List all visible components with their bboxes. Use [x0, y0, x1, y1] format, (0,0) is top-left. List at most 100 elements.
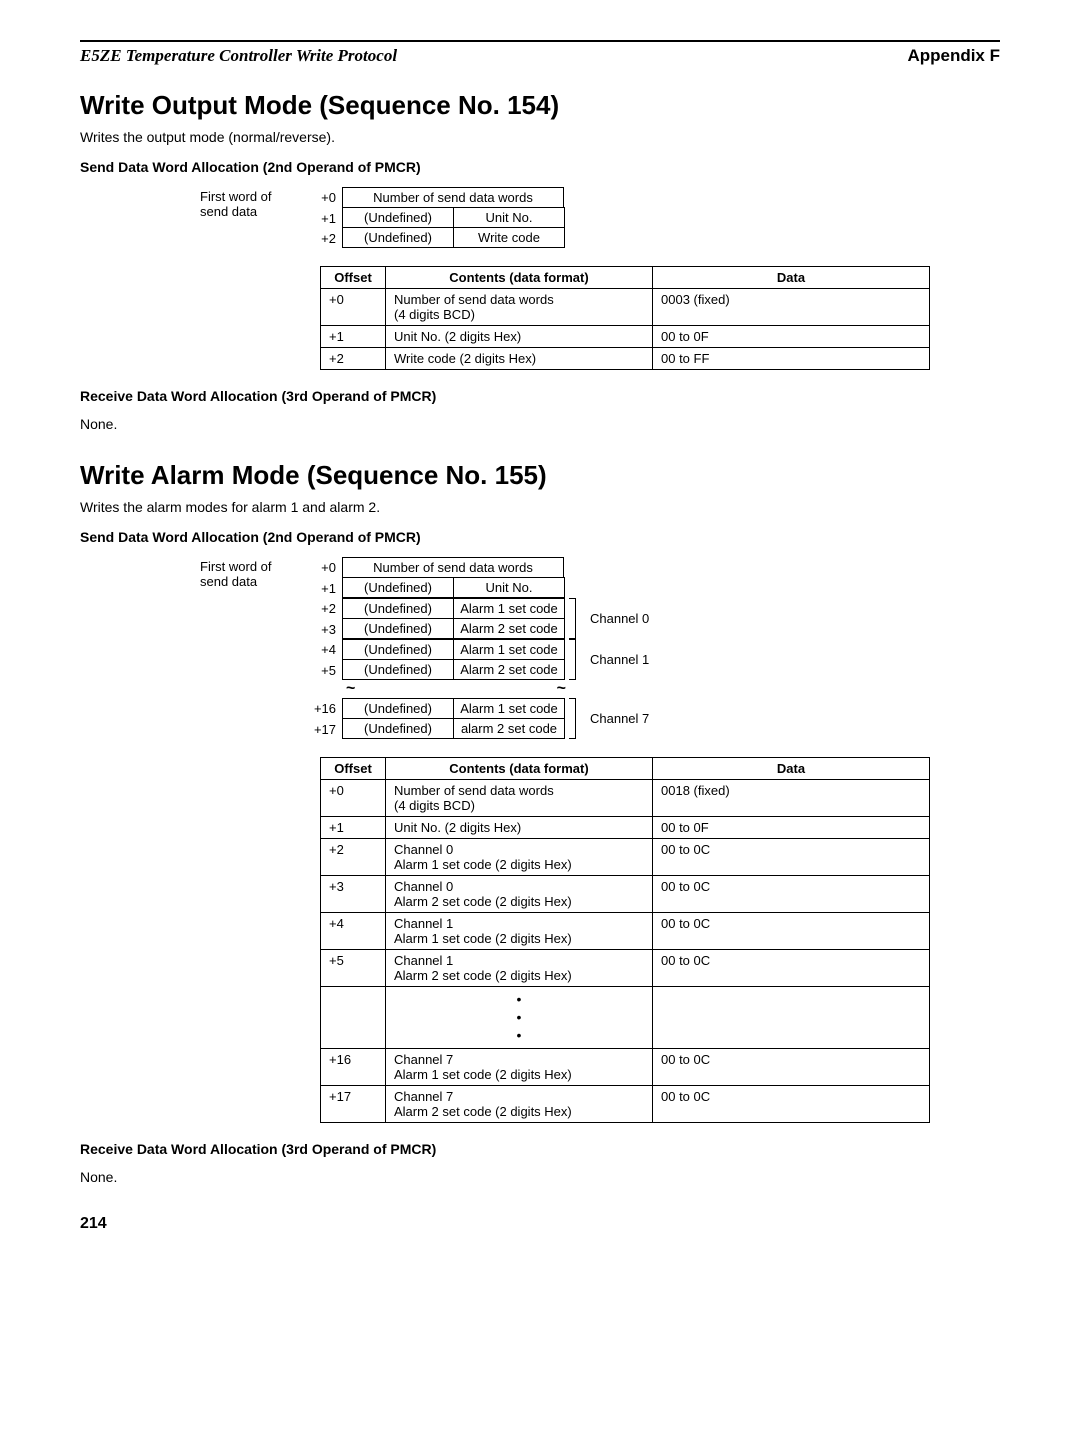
layout-row: +0 Number of send data words [300, 557, 649, 578]
offset-cell: +2 [300, 231, 342, 246]
word-cell: (Undefined) [342, 718, 454, 739]
offset-cell: +5 [300, 663, 342, 678]
layout-row: +5 (Undefined) Alarm 2 set code [300, 660, 565, 680]
cell-data: 00 to 0C [653, 876, 930, 913]
word-cell: Alarm 1 set code [453, 598, 565, 619]
offset-cell: +0 [300, 190, 342, 205]
tilde-icon: ~ [557, 680, 566, 698]
cell-offset: +2 [321, 348, 386, 370]
cell-offset: +1 [321, 326, 386, 348]
offset-cell: +1 [300, 581, 342, 596]
layout-row: +1 (Undefined) Unit No. [300, 578, 649, 598]
page-number: 214 [80, 1215, 1000, 1233]
word-cell: (Undefined) [342, 618, 454, 639]
section1-title: Write Output Mode (Sequence No. 154) [80, 90, 1000, 121]
table-row: +2Write code (2 digits Hex)00 to FF [321, 348, 930, 370]
layout-row: +0 Number of send data words [300, 187, 565, 208]
layout-row: +2 (Undefined) Alarm 1 set code [300, 598, 565, 619]
cell-data: 00 to FF [653, 348, 930, 370]
table-row: +17Channel 7 Alarm 2 set code (2 digits … [321, 1085, 930, 1122]
word-cell: (Undefined) [342, 639, 454, 660]
cell-data: 00 to 0C [653, 1048, 930, 1085]
layout-leftlabel: First word of send data [200, 557, 300, 589]
section1-data-table: Offset Contents (data format) Data +0Num… [320, 266, 930, 370]
leftlabel-l2: send data [200, 574, 257, 589]
table-row: +2Channel 0 Alarm 1 set code (2 digits H… [321, 839, 930, 876]
layout-row: +1 (Undefined) Unit No. [300, 208, 565, 228]
section2-recv-head: Receive Data Word Allocation (3rd Operan… [80, 1141, 1000, 1157]
table-row: +3Channel 0 Alarm 2 set code (2 digits H… [321, 876, 930, 913]
section1-word-layout: First word of send data +0 Number of sen… [200, 187, 1000, 248]
offset-cell: +0 [300, 560, 342, 575]
word-cell: (Undefined) [342, 698, 454, 719]
cell-data: 00 to 0F [653, 817, 930, 839]
word-cell: (Undefined) [342, 577, 454, 598]
th-offset: Offset [321, 758, 386, 780]
cell-contents: Channel 1 Alarm 2 set code (2 digits Hex… [386, 950, 653, 987]
table-row: +1Unit No. (2 digits Hex)00 to 0F [321, 817, 930, 839]
word-cell: Write code [453, 227, 565, 248]
section2-desc: Writes the alarm modes for alarm 1 and a… [80, 499, 1000, 515]
section2-title: Write Alarm Mode (Sequence No. 155) [80, 460, 1000, 491]
offset-cell: +3 [300, 622, 342, 637]
word-cell: Number of send data words [342, 187, 564, 208]
bracket-icon [569, 639, 576, 680]
cell-contents: Channel 0 Alarm 1 set code (2 digits Hex… [386, 839, 653, 876]
leftlabel-l1: First word of [200, 559, 272, 574]
channel-group-7: +16 (Undefined) Alarm 1 set code +17 (Un… [300, 698, 649, 739]
cell-data: 00 to 0C [653, 839, 930, 876]
section-write-output-mode: Write Output Mode (Sequence No. 154) Wri… [80, 90, 1000, 432]
cell-data: 0003 (fixed) [653, 289, 930, 326]
header-left: E5ZE Temperature Controller Write Protoc… [80, 46, 397, 66]
cell-contents: Write code (2 digits Hex) [386, 348, 653, 370]
table-row: +16Channel 7 Alarm 1 set code (2 digits … [321, 1048, 930, 1085]
cell-data: 00 to 0C [653, 950, 930, 987]
header-right: Appendix F [907, 46, 1000, 66]
channel-group-0: +2 (Undefined) Alarm 1 set code +3 (Unde… [300, 598, 649, 639]
word-cell: Alarm 2 set code [453, 659, 565, 680]
cell-contents: Channel 1 Alarm 1 set code (2 digits Hex… [386, 913, 653, 950]
tilde-icon: ~ [346, 680, 355, 698]
channel-group-1: +4 (Undefined) Alarm 1 set code +5 (Unde… [300, 639, 649, 680]
section-write-alarm-mode: Write Alarm Mode (Sequence No. 155) Writ… [80, 460, 1000, 1185]
cell-offset: +1 [321, 817, 386, 839]
section2-word-layout: First word of send data +0 Number of sen… [200, 557, 1000, 739]
cell-offset: +16 [321, 1048, 386, 1085]
channel-label: Channel 0 [590, 611, 649, 626]
section1-desc: Writes the output mode (normal/reverse). [80, 129, 1000, 145]
table-row: +5Channel 1 Alarm 2 set code (2 digits H… [321, 950, 930, 987]
cell-data: 00 to 0F [653, 326, 930, 348]
bracket-icon [569, 698, 576, 739]
table-row: +0Number of send data words (4 digits BC… [321, 289, 930, 326]
section1-recv-head: Receive Data Word Allocation (3rd Operan… [80, 388, 1000, 404]
cell-offset [321, 987, 386, 1049]
layout-row: +16 (Undefined) Alarm 1 set code [300, 698, 565, 719]
table-row: +0Number of send data words (4 digits BC… [321, 780, 930, 817]
section2-recv-none: None. [80, 1169, 1000, 1185]
section2-data-table: Offset Contents (data format) Data +0Num… [320, 757, 930, 1123]
page-header: E5ZE Temperature Controller Write Protoc… [80, 40, 1000, 66]
cell-data: 00 to 0C [653, 1085, 930, 1122]
word-cell: (Undefined) [342, 659, 454, 680]
layout-gap: ~ ~ [300, 680, 649, 698]
cell-contents: Number of send data words (4 digits BCD) [386, 780, 653, 817]
th-contents: Contents (data format) [386, 267, 653, 289]
offset-cell: +16 [300, 701, 342, 716]
cell-contents: Unit No. (2 digits Hex) [386, 817, 653, 839]
offset-cell: +17 [300, 722, 342, 737]
bracket-icon [569, 598, 576, 639]
channel-label: Channel 1 [590, 652, 649, 667]
channel-label: Channel 7 [590, 711, 649, 726]
cell-contents: Number of send data words (4 digits BCD) [386, 289, 653, 326]
th-contents: Contents (data format) [386, 758, 653, 780]
word-cell: Unit No. [453, 577, 565, 598]
section2-send-head: Send Data Word Allocation (2nd Operand o… [80, 529, 1000, 545]
cell-data: 0018 (fixed) [653, 780, 930, 817]
cell-offset: +0 [321, 289, 386, 326]
cell-contents: Channel 7 Alarm 1 set code (2 digits Hex… [386, 1048, 653, 1085]
th-offset: Offset [321, 267, 386, 289]
cell-offset: +4 [321, 913, 386, 950]
cell-contents: Channel 0 Alarm 2 set code (2 digits Hex… [386, 876, 653, 913]
word-cell: Number of send data words [342, 557, 564, 578]
layout-row: +2 (Undefined) Write code [300, 228, 565, 248]
